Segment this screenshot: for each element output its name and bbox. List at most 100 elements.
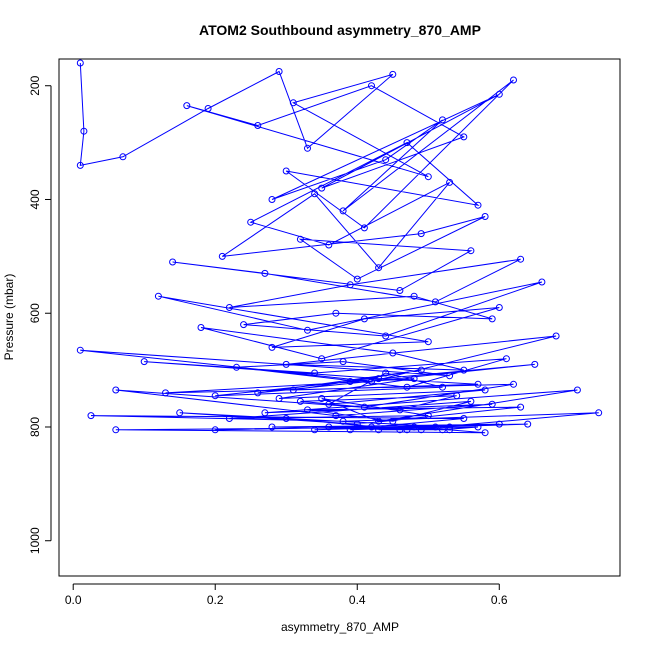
data-point (360, 403, 368, 411)
data-point (481, 213, 489, 220)
data-point (240, 321, 248, 329)
data-point (517, 403, 525, 411)
data-point (495, 420, 503, 428)
data-point (332, 412, 340, 420)
y-tick-label: 200 (28, 75, 42, 95)
data-point (431, 423, 439, 431)
data-point (289, 386, 297, 394)
data-point (460, 415, 468, 422)
data-point (368, 378, 375, 385)
data-point (375, 375, 383, 383)
y-tick-label: 1000 (28, 527, 42, 554)
data-point (502, 355, 510, 363)
data-point (410, 292, 418, 300)
data-point (424, 338, 432, 346)
data-point (197, 324, 205, 331)
data-point (403, 426, 411, 434)
data-point (261, 409, 269, 417)
data-point (552, 332, 560, 340)
data-point (282, 167, 290, 175)
y-tick-label: 800 (28, 417, 42, 437)
data-point (304, 326, 311, 334)
data-point (87, 412, 95, 420)
data-point (460, 366, 468, 374)
data-point (282, 360, 290, 368)
data-point (353, 275, 361, 283)
data-point (460, 133, 468, 141)
data-point (510, 76, 517, 84)
data-point (339, 417, 347, 425)
chart-title: ATOM2 Southbound asymmetry_870_AMP (199, 22, 481, 38)
data-point (346, 426, 354, 434)
data-point (140, 358, 148, 366)
data-point (410, 423, 418, 431)
data-point (254, 122, 262, 129)
data-point (446, 426, 454, 434)
data-point (268, 343, 276, 351)
data-point (382, 156, 390, 164)
data-point (495, 304, 503, 311)
data-point (595, 409, 603, 417)
data-point (424, 173, 432, 181)
data-point (368, 82, 375, 90)
plot-area (58, 58, 621, 577)
data-point (311, 190, 319, 198)
data-point (325, 241, 333, 249)
data-point (183, 102, 191, 110)
y-tick-label: 600 (28, 303, 42, 323)
data-point (439, 116, 446, 124)
series-layer (76, 59, 603, 437)
data-point (233, 363, 240, 371)
data-point (211, 426, 219, 434)
data-point (360, 224, 368, 232)
data-point (531, 360, 539, 368)
data-point (382, 369, 390, 377)
data-point (275, 68, 283, 75)
data-point (375, 264, 383, 272)
x-tick-label: 0.6 (491, 593, 508, 607)
data-point (396, 287, 404, 294)
data-point (474, 201, 482, 209)
data-point (353, 420, 361, 428)
data-point (453, 392, 461, 400)
series-line (79, 62, 599, 434)
data-point (76, 59, 84, 67)
data-point (204, 105, 212, 112)
data-point (311, 369, 319, 377)
data-point (247, 218, 255, 226)
data-point (517, 255, 525, 263)
data-point (495, 90, 503, 98)
data-point (282, 415, 290, 422)
x-tick-label: 0.4 (349, 593, 366, 607)
data-point (360, 315, 368, 323)
data-point (325, 400, 333, 408)
data-point (304, 144, 311, 152)
data-point (318, 355, 326, 363)
data-point (481, 386, 489, 394)
data-point (446, 423, 454, 431)
data-point (311, 426, 319, 434)
data-point (162, 389, 169, 397)
data-point (510, 380, 517, 388)
data-point (389, 70, 397, 78)
x-axis-label: asymmetry_870_AMP (281, 620, 399, 634)
data-point (417, 366, 425, 374)
data-point (446, 178, 454, 186)
data-point (254, 389, 262, 397)
data-point (275, 395, 283, 402)
data-point (488, 400, 496, 408)
data-point (318, 184, 326, 192)
data-point (431, 298, 439, 306)
data-point (112, 426, 120, 434)
data-point (424, 412, 432, 420)
data-point (154, 292, 162, 300)
data-point (439, 383, 446, 391)
data-point (481, 429, 489, 437)
data-point (410, 375, 418, 383)
data-point (446, 372, 454, 380)
y-axis: 200 400 600 800 1000 (28, 75, 52, 554)
data-point (417, 426, 425, 434)
data-point (403, 383, 411, 391)
data-point (218, 252, 226, 260)
